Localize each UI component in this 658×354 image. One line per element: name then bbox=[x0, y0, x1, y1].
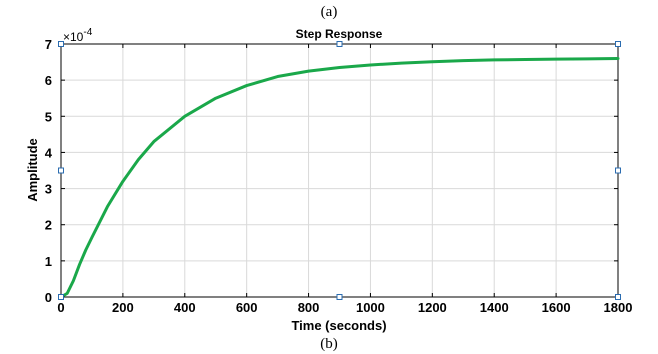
y-axis-label: Amplitude bbox=[25, 138, 40, 202]
selection-handle[interactable] bbox=[615, 167, 621, 174]
selection-handle[interactable] bbox=[58, 167, 64, 174]
top-caption: (a) bbox=[321, 4, 338, 20]
x-tick-label: 1600 bbox=[542, 300, 571, 315]
plot-box bbox=[60, 43, 619, 298]
x-tick-label: 0 bbox=[57, 300, 64, 315]
selection-handle[interactable] bbox=[336, 41, 343, 47]
selection-handles[interactable] bbox=[58, 41, 621, 300]
y-tick-label: 4 bbox=[45, 145, 53, 160]
y-tick-label: 1 bbox=[45, 254, 52, 269]
x-tick-label: 1200 bbox=[418, 300, 447, 315]
y-tick-labels: 0 1 2 3 4 5 6 7 bbox=[45, 37, 53, 305]
series-layer bbox=[59, 56, 620, 299]
axes bbox=[60, 43, 619, 298]
svg-text:×10-4: ×10-4 bbox=[63, 27, 93, 44]
y-multiplier-exp: -4 bbox=[83, 27, 92, 38]
chart-title: Step Response bbox=[296, 27, 383, 41]
x-axis-label: Time (seconds) bbox=[291, 318, 386, 333]
bottom-caption: (b) bbox=[320, 336, 338, 352]
selection-handle[interactable] bbox=[615, 294, 621, 300]
selection-handle[interactable] bbox=[58, 294, 64, 300]
x-tick-label: 800 bbox=[298, 300, 320, 315]
y-tick-label: 3 bbox=[45, 182, 52, 197]
selection-handle[interactable] bbox=[615, 41, 621, 47]
y-tick-label: 2 bbox=[45, 218, 52, 233]
x-tick-label: 200 bbox=[112, 300, 134, 315]
grid bbox=[61, 44, 618, 297]
x-tick-label: 1000 bbox=[356, 300, 385, 315]
y-multiplier-base: ×10 bbox=[63, 30, 84, 44]
y-exponent-label: ×10-4 bbox=[63, 27, 93, 44]
selection-handle[interactable] bbox=[58, 41, 64, 47]
y-tick-label: 0 bbox=[45, 290, 52, 305]
x-tick-labels: 0 200 400 600 800 1000 1200 1400 1600 1800 bbox=[57, 300, 632, 315]
y-tick-label: 5 bbox=[45, 109, 52, 124]
x-tick-label: 1800 bbox=[604, 300, 633, 315]
series-line bbox=[59, 56, 620, 299]
selection-handle[interactable] bbox=[336, 294, 343, 300]
y-tick-label: 7 bbox=[45, 37, 52, 52]
y-tick-label: 6 bbox=[45, 73, 52, 88]
x-tick-label: 600 bbox=[236, 300, 258, 315]
x-tick-label: 1400 bbox=[480, 300, 509, 315]
x-tick-label: 400 bbox=[174, 300, 196, 315]
